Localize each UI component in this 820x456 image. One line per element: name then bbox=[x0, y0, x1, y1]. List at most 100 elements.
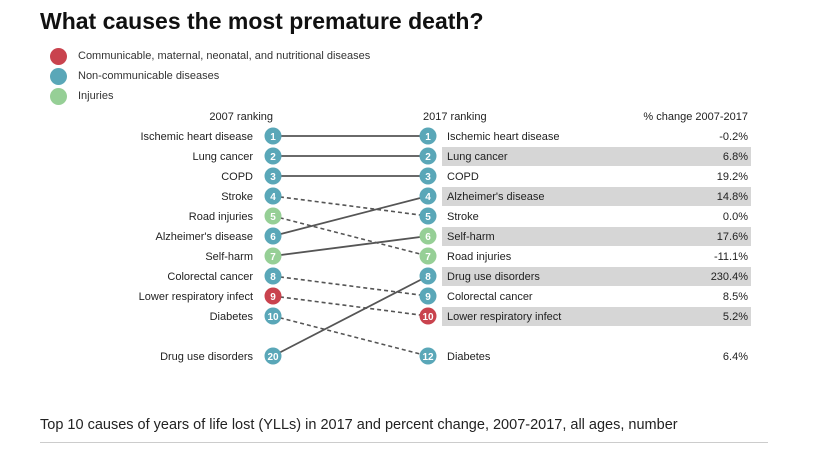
right-rank-number-self-harm: 6 bbox=[425, 232, 431, 243]
left-rank-number-diabetes: 10 bbox=[267, 312, 279, 323]
left-rank-marker-colorectal-cancer bbox=[264, 267, 282, 285]
right-label-self-harm: Self-harm bbox=[447, 231, 495, 243]
legend-label-communicable: Communicable, maternal, neonatal, and nu… bbox=[78, 50, 371, 62]
slope-line-5-to-7 bbox=[272, 215, 429, 257]
right-rank-marker-self-harm bbox=[419, 227, 437, 245]
percent-change-lower-respiratory-infect: 5.2% bbox=[723, 311, 748, 323]
slope-line-8-to-9 bbox=[272, 275, 429, 297]
left-rank-number-road-injuries: 5 bbox=[270, 212, 276, 223]
slope-line-20-to-8 bbox=[272, 275, 429, 357]
left-rank-number-lung-cancer: 2 bbox=[270, 152, 276, 163]
left-rank-number-drug-use-disorders: 20 bbox=[267, 352, 279, 363]
left-rank-number-lower-respiratory-infect: 9 bbox=[270, 292, 276, 303]
right-rank-number-copd: 3 bbox=[425, 172, 431, 183]
slope-line-4-to-5 bbox=[272, 195, 429, 217]
slope-line-9-to-10 bbox=[272, 295, 429, 317]
right-rank-marker-alzheimer-s-disease bbox=[419, 187, 437, 205]
right-rank-marker-diabetes bbox=[419, 347, 437, 365]
left-rank-marker-stroke bbox=[264, 187, 282, 205]
legend-item-noncommunicable: Non-communicable diseases bbox=[50, 66, 370, 86]
right-label-alzheimer-s-disease: Alzheimer's disease bbox=[447, 191, 544, 203]
right-rank-marker-colorectal-cancer bbox=[419, 287, 437, 305]
left-label-lung-cancer: Lung cancer bbox=[192, 151, 253, 163]
right-rank-number-drug-use-disorders: 8 bbox=[425, 272, 431, 283]
right-rank-marker-drug-use-disorders bbox=[419, 267, 437, 285]
percent-change-drug-use-disorders: 230.4% bbox=[711, 271, 749, 283]
right-label-stroke: Stroke bbox=[447, 211, 479, 223]
left-rank-number-copd: 3 bbox=[270, 172, 276, 183]
percent-change-self-harm: 17.6% bbox=[717, 231, 748, 243]
left-rank-number-colorectal-cancer: 8 bbox=[270, 272, 276, 283]
right-rank-marker-stroke bbox=[419, 207, 437, 225]
right-rank-marker-copd bbox=[419, 167, 437, 185]
left-label-stroke: Stroke bbox=[221, 191, 253, 203]
percent-change-diabetes: 6.4% bbox=[723, 351, 748, 363]
percent-change-alzheimer-s-disease: 14.8% bbox=[717, 191, 748, 203]
right-label-copd: COPD bbox=[447, 171, 479, 183]
legend-label-injuries: Injuries bbox=[78, 90, 114, 102]
right-rank-marker-lower-respiratory-infect bbox=[419, 307, 437, 325]
left-label-colorectal-cancer: Colorectal cancer bbox=[167, 271, 253, 283]
left-label-ischemic-heart-disease: Ischemic heart disease bbox=[141, 131, 254, 143]
right-label-drug-use-disorders: Drug use disorders bbox=[447, 271, 540, 283]
legend-swatch-noncommunicable bbox=[50, 67, 67, 85]
legend: Communicable, maternal, neonatal, and nu… bbox=[50, 46, 370, 106]
left-label-copd: COPD bbox=[221, 171, 253, 183]
left-rank-marker-diabetes bbox=[264, 307, 282, 325]
header-2017-ranking: 2017 ranking bbox=[423, 111, 487, 123]
right-rank-number-lower-respiratory-infect: 10 bbox=[422, 312, 434, 323]
highlight-band-self-harm bbox=[442, 227, 751, 246]
chart-caption: Top 10 causes of years of life lost (YLL… bbox=[40, 417, 678, 433]
legend-item-injuries: Injuries bbox=[50, 86, 370, 106]
left-rank-marker-ischemic-heart-disease bbox=[264, 127, 282, 145]
percent-change-colorectal-cancer: 8.5% bbox=[723, 291, 748, 303]
right-rank-number-diabetes: 12 bbox=[422, 352, 434, 363]
right-rank-marker-lung-cancer bbox=[419, 147, 437, 165]
percent-change-copd: 19.2% bbox=[717, 171, 748, 183]
right-rank-number-lung-cancer: 2 bbox=[425, 152, 431, 163]
left-rank-number-alzheimer-s-disease: 6 bbox=[270, 232, 276, 243]
left-rank-number-ischemic-heart-disease: 1 bbox=[270, 132, 276, 143]
left-rank-marker-alzheimer-s-disease bbox=[264, 227, 282, 245]
legend-swatch-injuries bbox=[50, 87, 67, 105]
legend-item-communicable: Communicable, maternal, neonatal, and nu… bbox=[50, 46, 370, 66]
left-rank-marker-lower-respiratory-infect bbox=[264, 287, 282, 305]
slope-line-10-to-12 bbox=[272, 315, 429, 357]
right-rank-number-colorectal-cancer: 9 bbox=[425, 292, 431, 303]
right-label-colorectal-cancer: Colorectal cancer bbox=[447, 291, 533, 303]
slope-line-7-to-6 bbox=[272, 235, 429, 257]
header-2007-ranking: 2007 ranking bbox=[209, 111, 273, 123]
right-rank-number-road-injuries: 7 bbox=[425, 252, 431, 263]
percent-change-road-injuries: -11.1% bbox=[714, 251, 748, 263]
left-label-road-injuries: Road injuries bbox=[189, 211, 254, 223]
right-rank-number-stroke: 5 bbox=[425, 212, 431, 223]
left-label-diabetes: Diabetes bbox=[210, 311, 254, 323]
left-label-alzheimer-s-disease: Alzheimer's disease bbox=[156, 231, 253, 243]
right-label-lung-cancer: Lung cancer bbox=[447, 151, 508, 163]
right-label-ischemic-heart-disease: Ischemic heart disease bbox=[447, 131, 560, 143]
left-rank-number-stroke: 4 bbox=[270, 192, 276, 203]
highlight-band-drug-use-disorders bbox=[442, 267, 751, 286]
left-label-self-harm: Self-harm bbox=[205, 251, 253, 263]
legend-label-noncommunicable: Non-communicable diseases bbox=[78, 70, 220, 82]
footer-divider bbox=[40, 442, 768, 443]
right-rank-marker-ischemic-heart-disease bbox=[419, 127, 437, 145]
left-rank-number-self-harm: 7 bbox=[270, 252, 276, 263]
right-rank-number-ischemic-heart-disease: 1 bbox=[425, 132, 431, 143]
header-percent-change: % change 2007-2017 bbox=[643, 111, 748, 123]
left-rank-marker-copd bbox=[264, 167, 282, 185]
percent-change-lung-cancer: 6.8% bbox=[723, 151, 748, 163]
right-label-diabetes: Diabetes bbox=[447, 351, 491, 363]
right-label-lower-respiratory-infect: Lower respiratory infect bbox=[447, 311, 561, 323]
slope-line-6-to-4 bbox=[272, 195, 429, 237]
left-rank-marker-lung-cancer bbox=[264, 147, 282, 165]
right-rank-number-alzheimer-s-disease: 4 bbox=[425, 192, 431, 203]
left-rank-marker-road-injuries bbox=[264, 207, 282, 225]
legend-swatch-communicable bbox=[50, 47, 67, 65]
left-rank-marker-self-harm bbox=[264, 247, 282, 265]
slope-chart: 2007 ranking 2017 ranking % change 2007-20… bbox=[139, 111, 751, 365]
right-label-road-injuries: Road injuries bbox=[447, 251, 512, 263]
page-title: What causes the most premature death? bbox=[40, 8, 484, 34]
percent-change-ischemic-heart-disease: -0.2% bbox=[719, 131, 748, 143]
left-label-drug-use-disorders: Drug use disorders bbox=[160, 351, 253, 363]
